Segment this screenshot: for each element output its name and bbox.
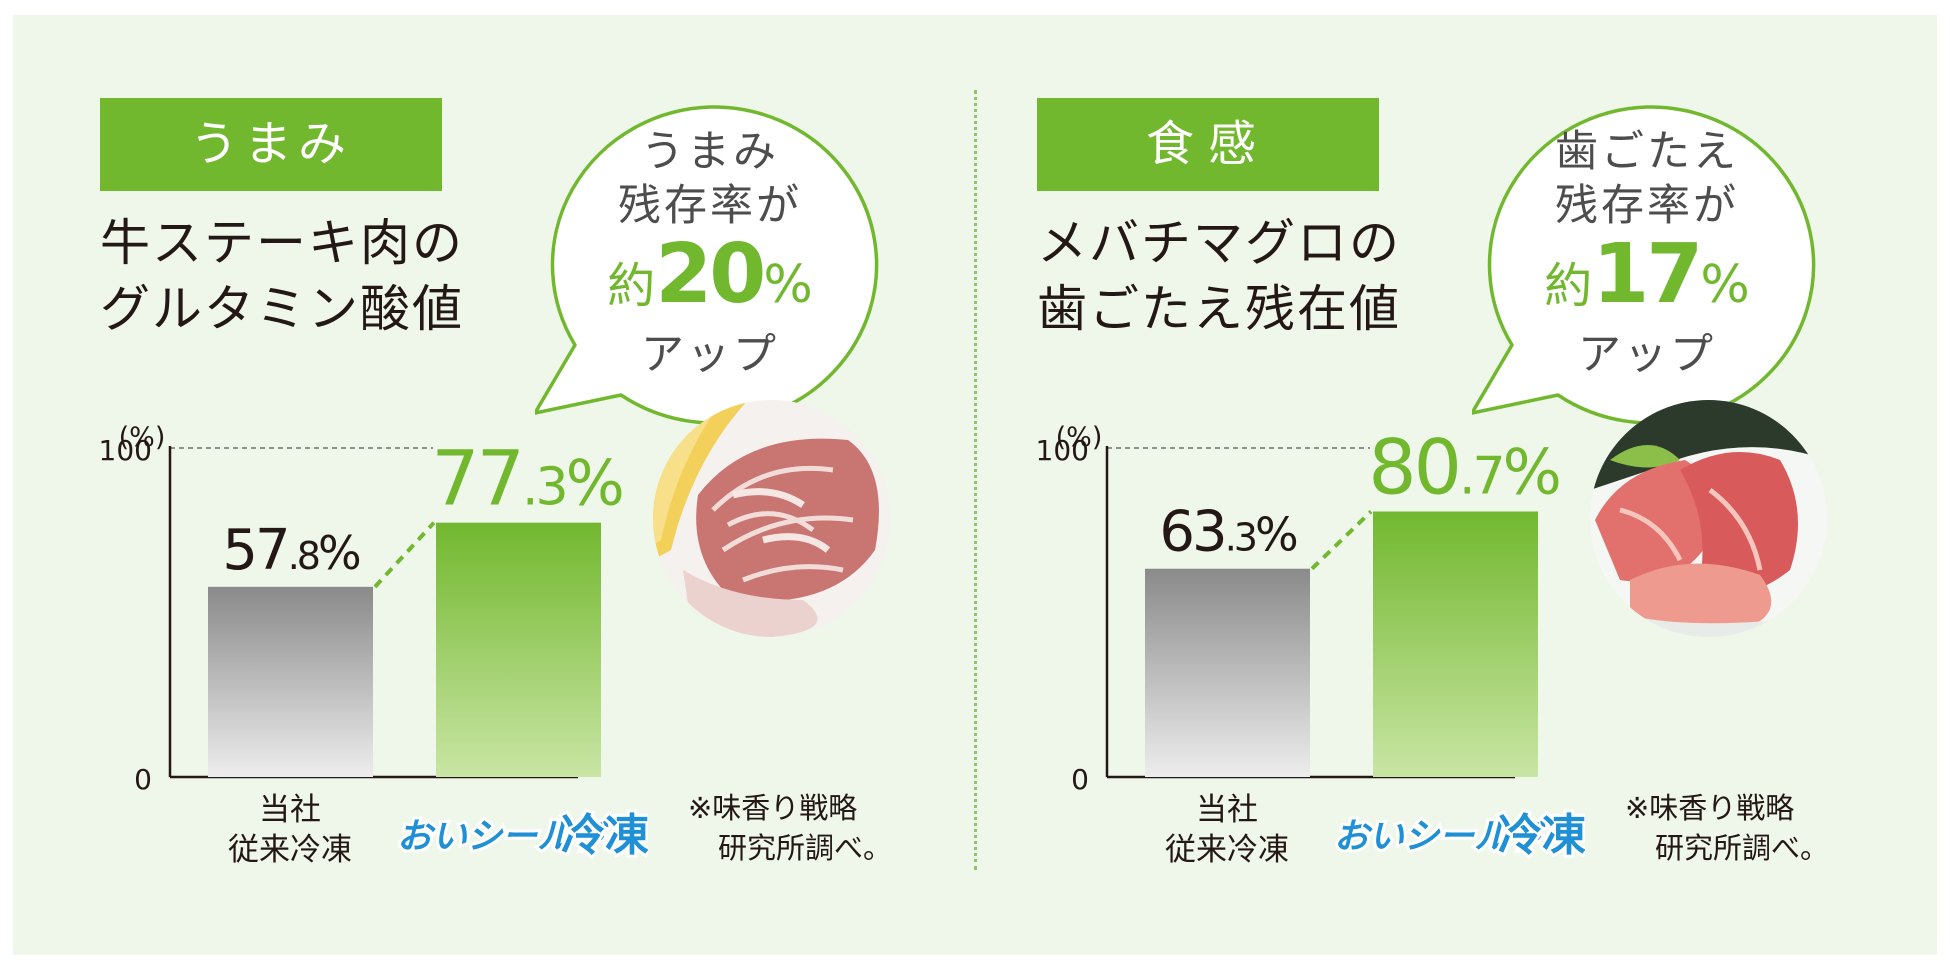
bar-conventional	[1145, 568, 1310, 777]
x-label-conventional: 当社 従来冷凍	[1127, 790, 1327, 870]
bubble-line-2: 残存率が	[1555, 181, 1739, 231]
bar-value-label: 77.3%	[431, 434, 622, 523]
heading-line-1: 牛ステーキ肉の	[100, 214, 464, 272]
logo-prefix: おいシールド	[1334, 817, 1546, 857]
chart-heading: メバチマグロの 歯ごたえ残在値	[1037, 210, 1401, 342]
logo-suffix: 冷凍	[561, 810, 648, 861]
umami-panel: うまみ 牛ステーキ肉の グルタミン酸値 うまみ 残存率が 約20% アップ (%…	[99, 98, 892, 870]
value-dec: .8	[288, 534, 319, 578]
category-tag: うまみ	[100, 98, 442, 191]
note-line-1: ※味香り戦略	[688, 791, 858, 825]
bar-value-label: 57.8%	[222, 518, 360, 583]
bubble-text: うまみ 残存率が 約20% アップ	[545, 125, 875, 382]
value-int: 63	[1159, 500, 1224, 565]
bar-connector	[1310, 510, 1373, 571]
value-int: 80	[1368, 422, 1459, 511]
value-unit: %	[318, 526, 360, 580]
approx-label: 約	[1544, 258, 1593, 314]
y-tick-label: 0	[134, 763, 152, 796]
y-tick-label: 100	[99, 434, 152, 467]
bar-value-label: 80.7%	[1368, 422, 1559, 511]
tuna-sashimi-photo	[1590, 400, 1827, 637]
bubble-text: 歯ごたえ 残存率が 約17% アップ	[1482, 125, 1812, 382]
note-line-1: ※味香り戦略	[1625, 791, 1795, 825]
x-label-conventional: 当社 従来冷凍	[190, 790, 390, 870]
bar-oishield	[1373, 511, 1538, 777]
logo-suffix: 冷凍	[1498, 810, 1585, 861]
bubble-line-1: うまみ	[641, 127, 779, 177]
x-label-line-1: 当社	[1196, 792, 1258, 828]
bubble-line-4: アップ	[1578, 330, 1716, 380]
value-dec: .3	[522, 458, 566, 518]
oishield-freezing-logo: おいシールド 冷凍	[1331, 807, 1585, 864]
x-label-line-1: 当社	[259, 792, 321, 828]
bubble-line-4: アップ	[641, 330, 779, 380]
bar-conventional	[208, 586, 373, 777]
texture-panel: 食感 メバチマグロの 歯ごたえ残在値 歯ごたえ 残存率が 約17% アップ (%…	[937, 0, 1912, 970]
bubble-increase: 約20%	[545, 233, 875, 328]
value-dec: .3	[1225, 516, 1256, 560]
value-unit: %	[1503, 435, 1559, 508]
value-unit: %	[566, 447, 622, 520]
category-tag: 食感	[1037, 98, 1379, 191]
increase-unit: %	[1700, 255, 1750, 315]
source-note: ※味香り戦略 研究所調べ。	[1625, 788, 1829, 868]
approx-label: 約	[607, 258, 656, 314]
bubble-increase: 約17%	[1482, 233, 1812, 328]
value-int: 57	[222, 518, 287, 583]
beef-steak-photo	[653, 400, 890, 637]
bubble-line-1: 歯ごたえ	[1555, 127, 1739, 177]
oishield-freezing-logo: おいシールド 冷凍	[394, 807, 648, 864]
y-tick-label: 0	[1071, 763, 1089, 796]
value-unit: %	[1255, 508, 1297, 562]
y-axis-unit: (%)	[1056, 422, 1103, 453]
note-line-2: 研究所調べ。	[1655, 831, 1830, 865]
bar-oishield	[436, 522, 601, 777]
panel-divider	[974, 90, 977, 870]
x-label-line-2: 従来冷凍	[1165, 832, 1289, 868]
bar-connector	[373, 521, 436, 589]
chart-heading: 牛ステーキ肉の グルタミン酸値	[100, 210, 464, 342]
heading-line-2: グルタミン酸値	[100, 280, 464, 338]
x-label-line-2: 従来冷凍	[228, 832, 352, 868]
source-note: ※味香り戦略 研究所調べ。	[688, 788, 892, 868]
logo-prefix: おいシールド	[397, 817, 609, 857]
heading-line-1: メバチマグロの	[1037, 214, 1401, 272]
increase-number: 20	[655, 227, 766, 322]
increase-unit: %	[763, 255, 813, 315]
y-tick-label: 100	[1036, 434, 1089, 467]
bubble-line-2: 残存率が	[618, 181, 802, 231]
y-axis-unit: (%)	[119, 422, 166, 453]
value-int: 77	[431, 434, 522, 523]
note-line-2: 研究所調べ。	[718, 831, 893, 865]
bar-value-label: 63.3%	[1159, 500, 1297, 565]
value-dec: .7	[1459, 446, 1503, 506]
increase-number: 17	[1592, 227, 1703, 322]
heading-line-2: 歯ごたえ残在値	[1037, 280, 1401, 338]
